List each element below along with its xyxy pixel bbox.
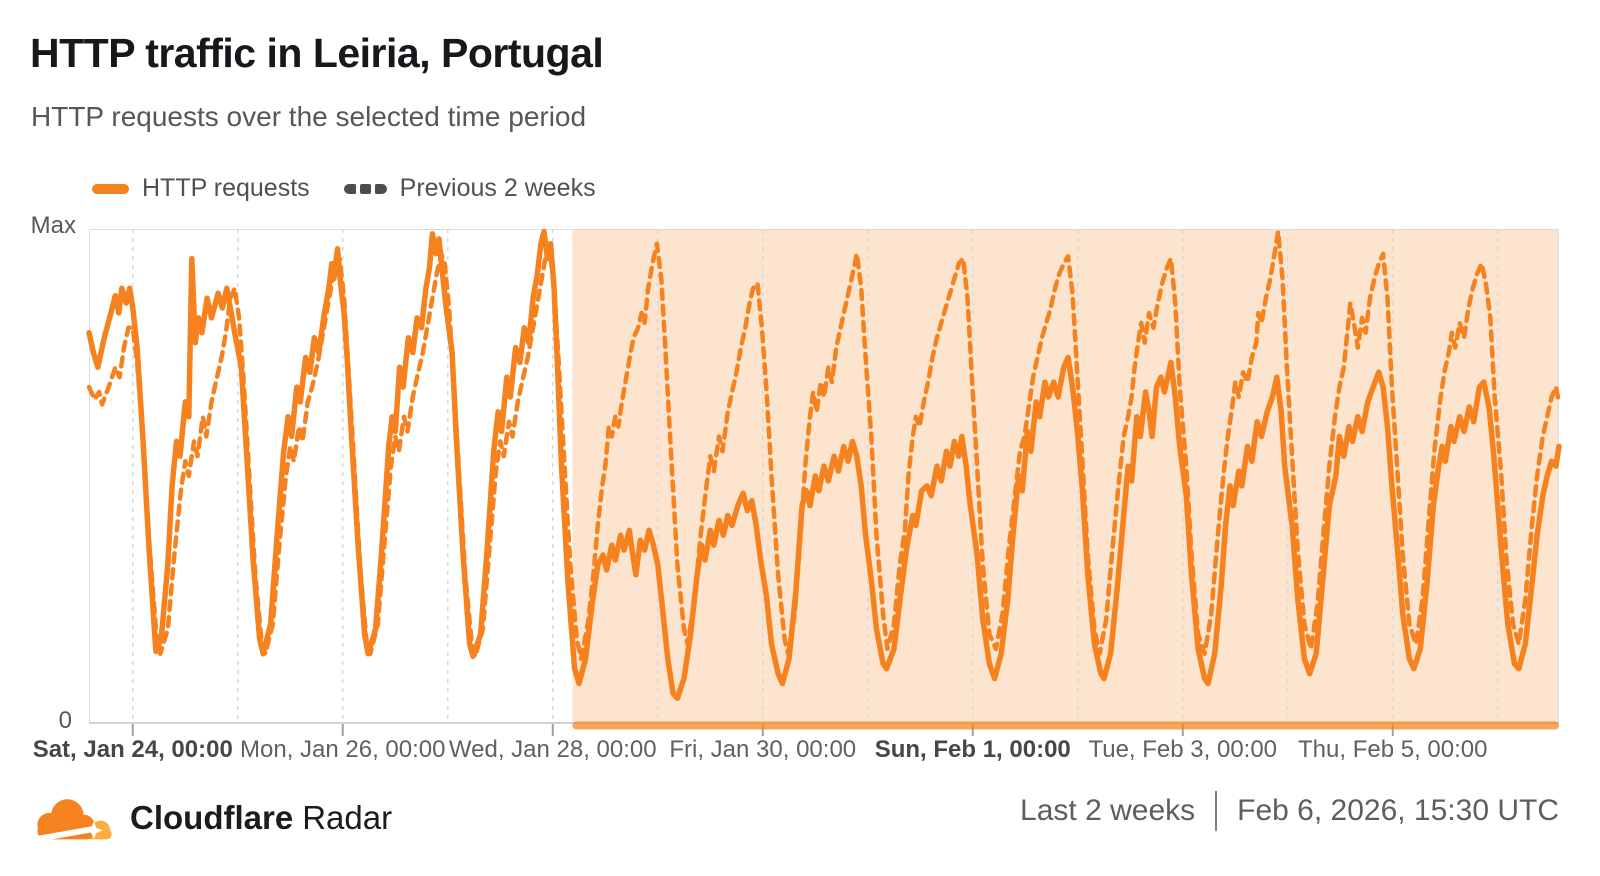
x-axis-label: Tue, Feb 3, 00:00 bbox=[1088, 736, 1278, 763]
legend-label-previous-2-weeks: Previous 2 weeks bbox=[399, 174, 596, 202]
legend-item-previous-2-weeks[interactable]: Previous 2 weeks bbox=[343, 174, 596, 203]
anomaly-bar bbox=[572, 721, 1559, 730]
page-subtitle: HTTP requests over the selected time per… bbox=[31, 101, 587, 132]
cloudflare-logo-icon bbox=[28, 799, 112, 843]
x-axis-label: Sun, Feb 1, 00:00 bbox=[874, 736, 1071, 763]
y-axis-zero-label: 0 bbox=[58, 707, 72, 734]
timestamp-label: Feb 6, 2026, 15:30 UTC bbox=[1237, 794, 1559, 827]
x-axis-label: Fri, Jan 30, 00:00 bbox=[669, 736, 857, 763]
footer-brand[interactable]: Cloudflare Radar bbox=[28, 793, 392, 843]
x-axis-label: Thu, Feb 5, 00:00 bbox=[1298, 736, 1488, 763]
y-axis-max-label: Max bbox=[30, 212, 76, 239]
series-solid bbox=[86, 228, 1562, 702]
x-axis-label: Sat, Jan 24, 00:00 bbox=[32, 736, 233, 763]
brand-text: Cloudflare Radar bbox=[130, 799, 392, 837]
brand-cloudflare: Cloudflare bbox=[130, 799, 294, 836]
footer-meta: Last 2 weeks Feb 6, 2026, 15:30 UTC bbox=[1020, 791, 1559, 831]
anomaly-region bbox=[572, 229, 1559, 723]
x-axis-label: Wed, Jan 28, 00:00 bbox=[448, 736, 657, 763]
dashed-line-swatch-icon bbox=[343, 183, 387, 194]
x-axis-label: Mon, Jan 26, 00:00 bbox=[240, 736, 446, 763]
legend-label-http-requests: HTTP requests bbox=[142, 174, 310, 202]
solid-line-swatch-icon bbox=[92, 183, 129, 194]
page-title: HTTP traffic in Leiria, Portugal bbox=[30, 30, 604, 76]
legend: HTTP requests Previous 2 weeks bbox=[92, 174, 596, 203]
brand-radar: Radar bbox=[302, 799, 393, 836]
traffic-line-chart[interactable] bbox=[86, 228, 1562, 736]
footer-divider bbox=[1215, 791, 1218, 831]
time-range-label: Last 2 weeks bbox=[1020, 794, 1196, 827]
legend-item-http-requests[interactable]: HTTP requests bbox=[92, 174, 310, 203]
